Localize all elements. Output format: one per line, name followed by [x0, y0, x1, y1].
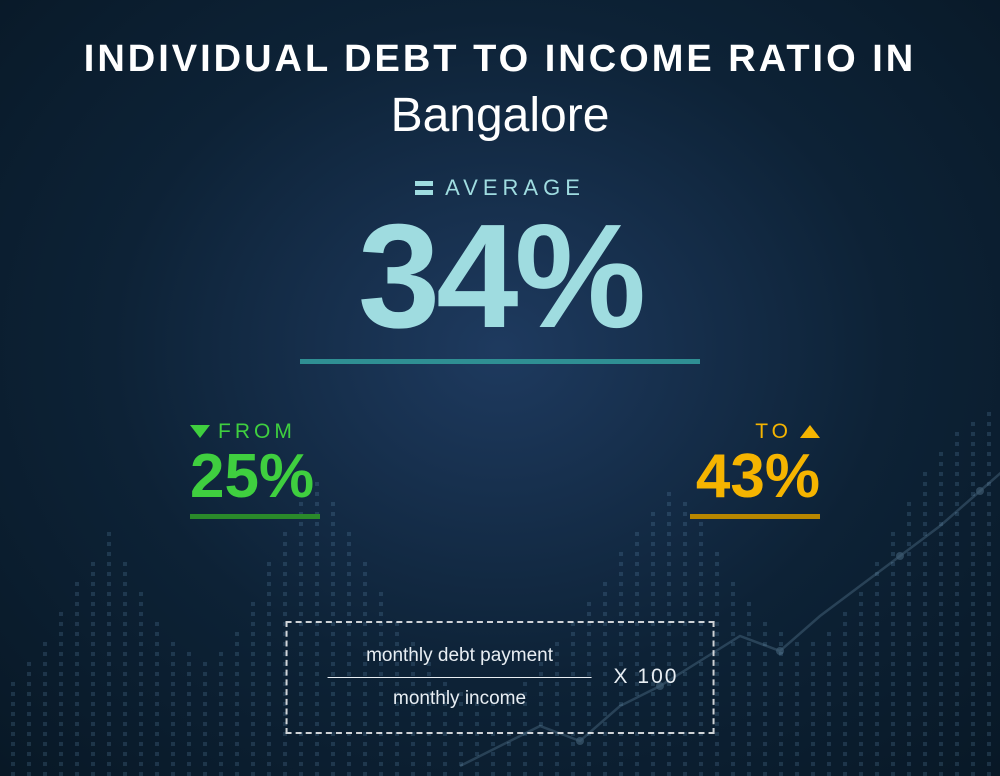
triangle-down-icon — [190, 425, 210, 438]
formula-fraction: monthly debt payment monthly income — [328, 645, 592, 711]
average-value: 34% — [300, 203, 700, 351]
range-to: TO 43% — [690, 420, 820, 519]
average-block: AVERAGE 34% — [300, 173, 700, 364]
triangle-up-icon — [800, 425, 820, 438]
formula-box: monthly debt payment monthly income X 10… — [286, 621, 715, 735]
title-line-1: INDIVIDUAL DEBT TO INCOME RATIO IN — [50, 38, 950, 82]
formula-multiplier: X 100 — [614, 665, 679, 689]
range-to-value: 43% — [690, 446, 820, 508]
title-line-2: Bangalore — [50, 88, 950, 143]
equals-icon — [415, 181, 433, 195]
fraction-line-icon — [328, 677, 592, 679]
formula-numerator: monthly debt payment — [366, 645, 553, 667]
average-underline — [300, 359, 700, 364]
range-to-label: TO — [755, 420, 792, 444]
range-row: FROM 25% TO 43% — [50, 420, 950, 570]
range-from: FROM 25% — [190, 420, 320, 519]
range-from-label: FROM — [218, 420, 296, 444]
formula-denominator: monthly income — [393, 688, 526, 710]
range-to-underline — [690, 514, 820, 519]
content: INDIVIDUAL DEBT TO INCOME RATIO IN Banga… — [0, 0, 1000, 570]
range-from-label-row: FROM — [190, 420, 320, 444]
range-to-label-row: TO — [690, 420, 820, 444]
range-from-value: 25% — [190, 446, 320, 508]
range-from-underline — [190, 514, 320, 519]
